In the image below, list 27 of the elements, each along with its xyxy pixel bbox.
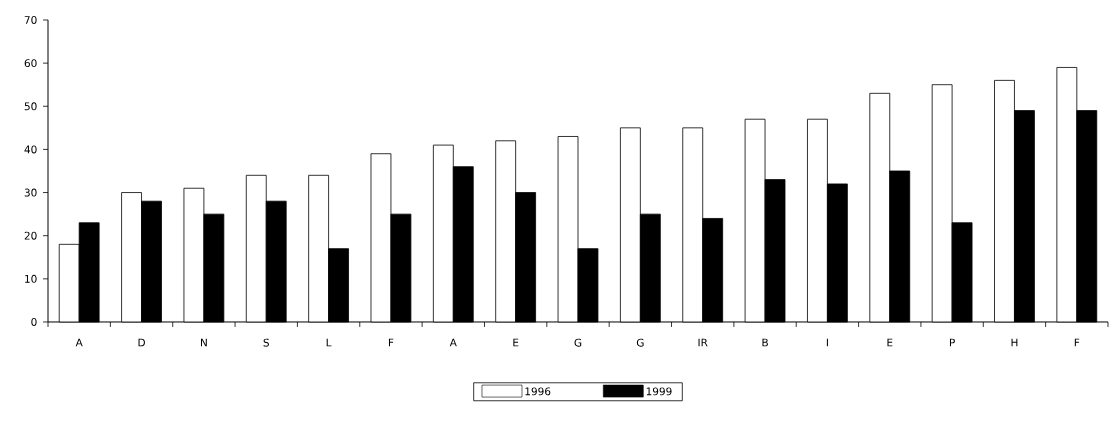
x-tick-label: A <box>75 338 83 347</box>
y-tick-label: 0 <box>31 318 37 326</box>
y-tick-label: 10 <box>25 274 37 283</box>
x-tick-label: N <box>201 338 207 347</box>
y-tick-label: 60 <box>24 59 37 68</box>
x-tick-label: A <box>449 338 457 347</box>
x-tick-label: S <box>263 338 269 347</box>
x-tick-label: IR <box>698 338 708 347</box>
x-tick-label: P <box>949 338 955 347</box>
x-tick-label: D <box>138 338 145 347</box>
x-tick-label: F <box>388 338 394 347</box>
x-tick-label: E <box>513 338 519 347</box>
x-tick-label: E <box>887 338 893 347</box>
y-tick-label: 70 <box>24 16 37 24</box>
x-tick-label: B <box>762 338 768 347</box>
x-tick-label: G <box>636 338 644 347</box>
legend-label: 1996 <box>525 387 551 396</box>
y-tick-label: 20 <box>24 231 37 240</box>
x-tick-label: G <box>574 338 582 347</box>
x-tick-label: H <box>1011 338 1018 347</box>
y-tick-label: 30 <box>24 188 37 197</box>
x-tick-label: L <box>326 338 332 347</box>
x-tick-label: I <box>826 338 828 347</box>
x-tick-label: F <box>1074 338 1080 347</box>
y-tick-label: 50 <box>24 102 37 111</box>
legend-label: 1999 <box>646 387 672 396</box>
y-tick-label: 40 <box>24 145 37 154</box>
